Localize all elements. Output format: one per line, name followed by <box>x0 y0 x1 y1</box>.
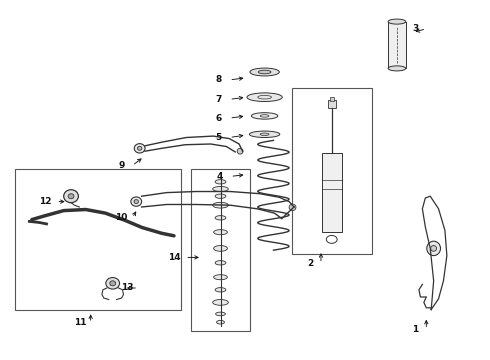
Ellipse shape <box>215 216 226 220</box>
Ellipse shape <box>64 190 78 203</box>
Text: 2: 2 <box>307 259 313 268</box>
Bar <box>292 88 372 254</box>
Ellipse shape <box>213 202 228 208</box>
Ellipse shape <box>215 288 226 292</box>
Bar <box>330 97 334 101</box>
Text: 5: 5 <box>216 133 221 142</box>
Ellipse shape <box>216 312 225 316</box>
Ellipse shape <box>251 113 278 119</box>
Text: 7: 7 <box>215 95 222 104</box>
Ellipse shape <box>431 246 437 251</box>
Ellipse shape <box>237 148 243 154</box>
Bar <box>191 169 250 331</box>
Ellipse shape <box>134 144 145 153</box>
Ellipse shape <box>213 300 228 305</box>
Text: 10: 10 <box>115 213 128 222</box>
Ellipse shape <box>110 281 116 286</box>
Bar <box>322 153 342 232</box>
Ellipse shape <box>258 70 271 74</box>
Bar <box>15 169 181 310</box>
Ellipse shape <box>215 261 226 265</box>
Ellipse shape <box>215 194 226 198</box>
Bar <box>328 100 336 108</box>
Ellipse shape <box>213 186 228 192</box>
Ellipse shape <box>250 68 279 76</box>
Ellipse shape <box>215 180 226 184</box>
Ellipse shape <box>249 131 280 138</box>
Ellipse shape <box>388 19 406 24</box>
Ellipse shape <box>289 204 296 211</box>
Bar <box>388 22 406 68</box>
Ellipse shape <box>217 320 224 324</box>
Text: 4: 4 <box>216 172 223 181</box>
Text: 13: 13 <box>121 284 134 292</box>
Ellipse shape <box>260 133 269 135</box>
Text: 14: 14 <box>168 253 181 262</box>
Ellipse shape <box>106 278 120 289</box>
Ellipse shape <box>214 275 227 280</box>
Ellipse shape <box>137 147 142 150</box>
Ellipse shape <box>134 199 139 203</box>
Ellipse shape <box>427 241 441 256</box>
Text: 9: 9 <box>118 161 125 170</box>
Ellipse shape <box>260 114 269 117</box>
Ellipse shape <box>214 246 227 251</box>
Text: 12: 12 <box>39 197 52 206</box>
Text: 1: 1 <box>413 325 418 334</box>
Ellipse shape <box>247 93 282 102</box>
Text: 6: 6 <box>216 113 221 122</box>
Ellipse shape <box>388 66 406 71</box>
Ellipse shape <box>214 230 227 235</box>
Ellipse shape <box>131 197 142 206</box>
Ellipse shape <box>68 194 74 199</box>
Text: 11: 11 <box>74 318 86 328</box>
Text: 8: 8 <box>216 76 221 85</box>
Text: 3: 3 <box>413 24 418 33</box>
